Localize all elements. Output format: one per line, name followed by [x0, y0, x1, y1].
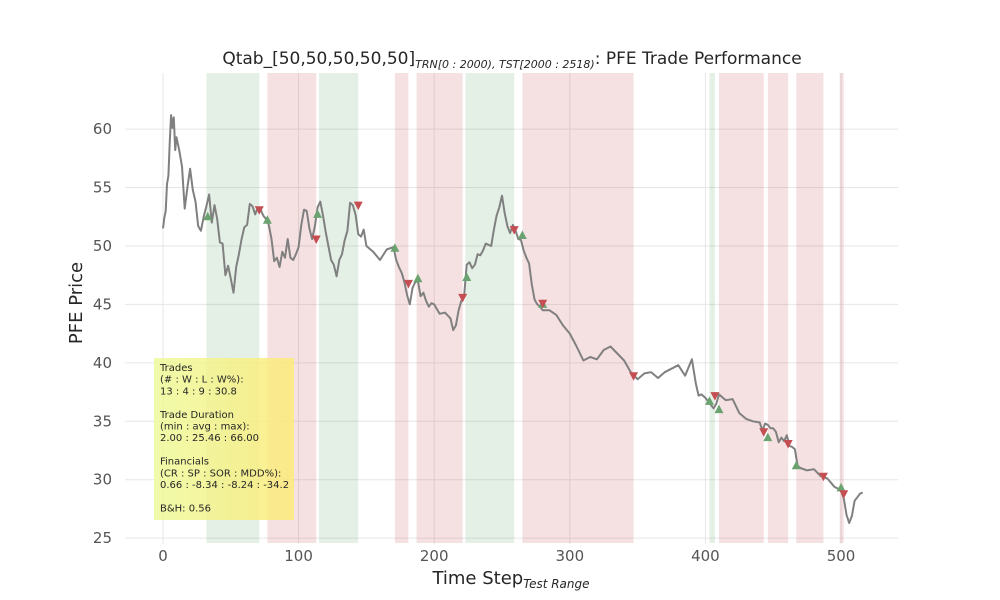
stats-box: Trades(# : W : L : W%):13 : 4 : 9 : 30.8…	[154, 358, 294, 520]
sell-marker	[353, 201, 363, 211]
sell-marker	[254, 206, 264, 215]
sell-marker	[509, 226, 519, 235]
x-tick-label: 0	[158, 547, 168, 565]
price-line-group	[162, 114, 864, 524]
losing-trade-span	[767, 73, 789, 543]
trade-markers	[203, 201, 849, 499]
buy-marker	[390, 243, 400, 252]
buy-marker	[704, 396, 714, 405]
stats-line: 13 : 4 : 9 : 30.8	[160, 386, 237, 397]
winning-trade-span	[465, 73, 515, 543]
sell-marker	[458, 293, 468, 303]
losing-trade-span	[796, 73, 824, 543]
y-tick-label: 40	[93, 354, 112, 372]
x-tick-label: 400	[691, 547, 720, 565]
winning-trade-span	[318, 73, 359, 543]
stats-line: (# : W : L : W%):	[160, 375, 244, 386]
losing-trade-span	[416, 73, 463, 543]
x-tick-label: 200	[420, 547, 449, 565]
buy-marker	[517, 230, 527, 239]
stats-line: (CR : SP : SOR : MDD%):	[160, 468, 281, 479]
sell-marker	[538, 299, 548, 309]
stats-line: Trade Duration	[159, 410, 234, 421]
x-tick-label: 500	[827, 547, 856, 565]
buy-marker	[262, 215, 272, 224]
sell-marker	[710, 392, 720, 401]
price-line	[162, 114, 864, 524]
buy-marker	[763, 432, 773, 442]
y-axis-label: PFE Price	[66, 262, 87, 344]
sell-marker	[759, 428, 769, 437]
winning-trade-span	[709, 73, 715, 543]
chart-title: Qtab_[50,50,50,50,50]TRN[0 : 2000), TST[…	[222, 49, 801, 71]
y-tick-label: 25	[93, 529, 112, 547]
sell-marker	[403, 279, 413, 289]
sell-marker	[839, 490, 849, 499]
y-tick-label: 35	[93, 412, 112, 430]
stats-line: 2.00 : 25.46 : 66.00	[160, 433, 259, 444]
sell-marker	[311, 235, 321, 244]
y-tick-label: 50	[93, 237, 112, 255]
buy-marker	[203, 211, 213, 221]
x-tick-label: 300	[555, 547, 584, 565]
x-axis-label: Time StepTest Range	[431, 568, 589, 591]
buy-marker	[413, 273, 423, 283]
trade-spans	[206, 73, 844, 543]
stats-line: 0.66 : -8.34 : -8.24 : -34.2	[160, 480, 289, 491]
buy-marker	[714, 404, 724, 414]
tick-labels: 25 30 35 40 45 50 55 60 0 100 200 300 400 500	[93, 120, 855, 565]
y-tick-label: 30	[93, 471, 112, 489]
sell-marker	[783, 439, 793, 449]
sell-marker	[818, 472, 828, 482]
y-tick-label: 55	[93, 179, 112, 197]
y-tick-label: 45	[93, 295, 112, 313]
stats-line: Trades	[159, 363, 193, 374]
losing-trade-span	[394, 73, 409, 543]
buy-marker	[462, 272, 472, 282]
losing-trade-span	[522, 73, 634, 543]
losing-trade-span	[718, 73, 764, 543]
stats-line: B&H: 0.56	[160, 503, 211, 514]
losing-trade-span	[839, 73, 844, 543]
buy-marker	[836, 482, 846, 492]
stats-box-background	[154, 358, 294, 520]
stats-line: Financials	[160, 457, 209, 468]
sell-marker	[629, 372, 639, 381]
buy-marker	[313, 209, 323, 218]
y-tick-label: 60	[93, 120, 112, 138]
x-tick-label: 100	[284, 547, 313, 565]
stats-line: (min : avg : max):	[160, 422, 250, 433]
grid-lines	[125, 73, 898, 544]
buy-marker	[791, 460, 801, 470]
